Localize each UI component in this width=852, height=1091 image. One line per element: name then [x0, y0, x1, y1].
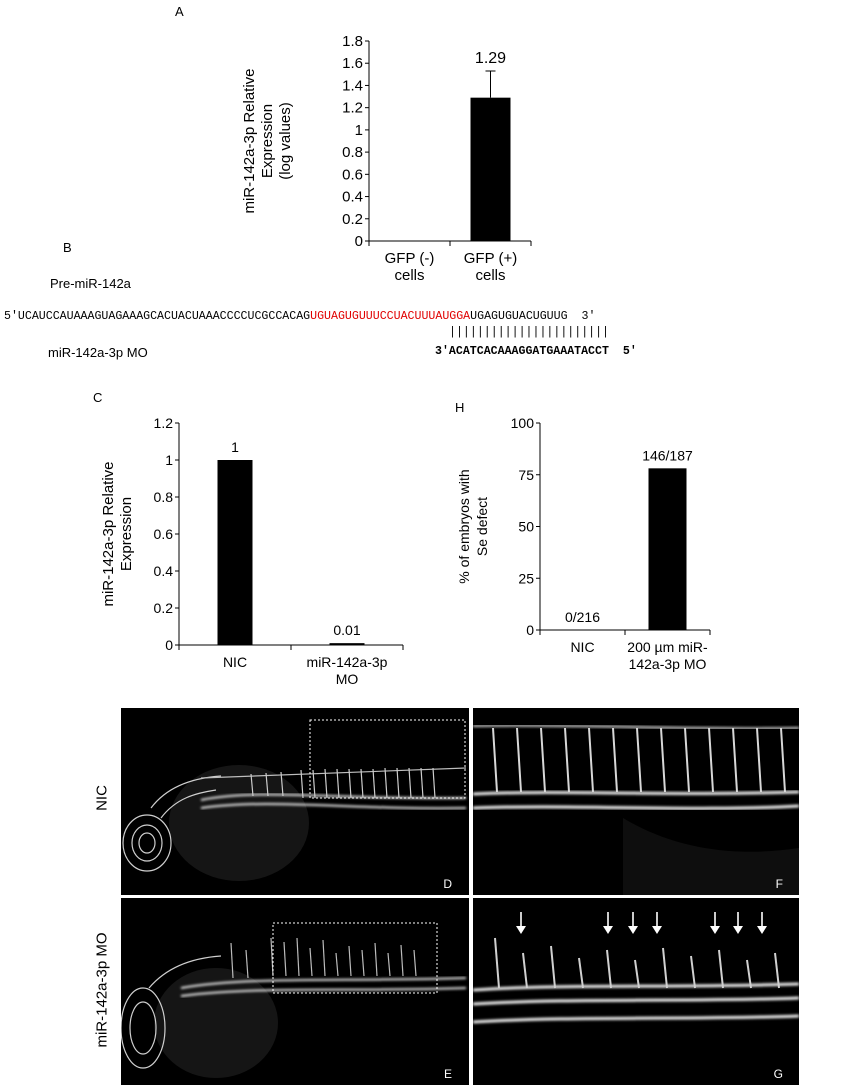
micrograph-d-letter: D	[443, 877, 452, 891]
micrograph-g-letter: G	[774, 1067, 783, 1081]
bar	[648, 468, 687, 630]
base-pairing-lines: |||||||||||||||||||||||	[449, 326, 610, 339]
mo-label: miR-142a-3p MO	[48, 345, 148, 360]
defect-arrows	[516, 912, 767, 934]
mo-sequence-text: 3′ACATCACAAAGGATGAAATACCT	[435, 345, 609, 358]
bar	[329, 643, 365, 645]
arrow-icon	[733, 912, 743, 934]
y-tick-label: 0	[165, 637, 173, 653]
mo-sequence-end: 5′	[622, 345, 637, 358]
y-tick-label: 1	[165, 452, 173, 468]
pre-mir-suffix: UGAGUGUACUGUUG	[470, 310, 568, 323]
pre-mir-prefix: 5′UCAUCCAUAAAGUAGAAAGCACUACUAAACCCCUCGCC…	[4, 310, 311, 323]
y-tick-label: 1.8	[342, 33, 363, 50]
y-axis-label: Expression	[259, 104, 276, 178]
y-tick-label: 1	[355, 122, 363, 139]
data-label: 146/187	[642, 447, 693, 463]
pre-mir-sequence: 5′UCAUCCAUAAAGUAGAAAGCACUACUAAACCCCUCGCC…	[4, 310, 595, 323]
y-tick-label: 0.8	[154, 489, 174, 505]
y-tick-label: 0.6	[342, 166, 363, 183]
category-label: NIC	[570, 639, 594, 655]
panel-label-b: B	[63, 240, 72, 255]
y-axis-label: (log values)	[277, 102, 294, 180]
y-axis-label: miR-142a-3p Relative	[241, 68, 258, 213]
category-label: MO	[336, 671, 359, 687]
category-label: NIC	[223, 654, 247, 670]
y-tick-label: 50	[518, 519, 534, 535]
pre-mir-end: 3′	[581, 310, 596, 323]
y-tick-label: 1.4	[342, 77, 363, 94]
data-label: 1.29	[475, 50, 506, 67]
category-label: 142a-3p MO	[629, 656, 707, 672]
micrograph-f: F	[473, 708, 799, 895]
y-axis-label: Se defect	[474, 497, 490, 556]
panel-label-c: C	[93, 390, 103, 405]
y-tick-label: 1.2	[154, 415, 174, 431]
micrograph-e: E	[121, 898, 469, 1085]
data-label: 1	[231, 439, 239, 455]
pre-mir-label: Pre-miR-142a	[50, 276, 131, 291]
category-label: miR-142a-3p	[307, 654, 388, 670]
y-axis-label: Expression	[118, 497, 135, 571]
arrow-icon	[516, 912, 526, 934]
pre-mir-seed-highlight: UGUAGUGUUUCCUACUUUAUGGA	[310, 310, 471, 323]
category-label: GFP (-)	[385, 250, 435, 267]
row-label-mo: miR-142a-3p MO	[93, 932, 111, 1048]
y-tick-label: 0.2	[342, 211, 363, 228]
y-tick-label: 0.4	[154, 563, 174, 579]
panel-label-h: H	[455, 400, 465, 415]
row-label-nic: NIC	[93, 785, 111, 811]
y-tick-label: 1.2	[342, 100, 363, 117]
y-axis-label: miR-142a-3p Relative	[100, 461, 117, 606]
category-label: GFP (+)	[464, 250, 517, 267]
y-tick-label: 75	[518, 467, 534, 483]
y-tick-label: 1.6	[342, 55, 363, 72]
micrograph-d: D	[121, 708, 469, 895]
arrow-icon	[603, 912, 613, 934]
y-tick-label: 0.6	[154, 526, 174, 542]
mo-sequence: 3′ACATCACAAAGGATGAAATACCT 5′	[435, 345, 637, 358]
arrow-icon	[628, 912, 638, 934]
category-label: cells	[475, 267, 505, 284]
y-tick-label: 0	[355, 233, 363, 250]
chart-h: 0 25 50 75 100 0/216 NIC 146/187 200 µm miR-142a…	[456, 415, 711, 672]
panel-label-a: A	[175, 4, 184, 19]
bar	[470, 97, 511, 242]
y-tick-label: 0.8	[342, 144, 363, 161]
micrograph-g: G	[473, 898, 799, 1085]
y-axis-label: % of embryos with	[456, 469, 472, 583]
y-tick-label: 25	[518, 570, 534, 586]
y-tick-label: 0	[526, 622, 534, 638]
y-tick-label: 100	[511, 415, 535, 431]
data-label: 0/216	[565, 609, 600, 625]
y-tick-label: 0.2	[154, 600, 174, 616]
arrow-icon	[652, 912, 662, 934]
category-label: 200 µm miR-	[627, 639, 708, 655]
micrograph-f-letter: F	[776, 877, 783, 891]
bar	[217, 460, 253, 645]
micrograph-e-letter: E	[444, 1067, 452, 1081]
data-label: 0.01	[333, 622, 360, 638]
arrow-icon	[757, 912, 767, 934]
category-label: cells	[394, 267, 424, 284]
y-tick-label: 0.4	[342, 189, 363, 206]
arrow-icon	[710, 912, 720, 934]
